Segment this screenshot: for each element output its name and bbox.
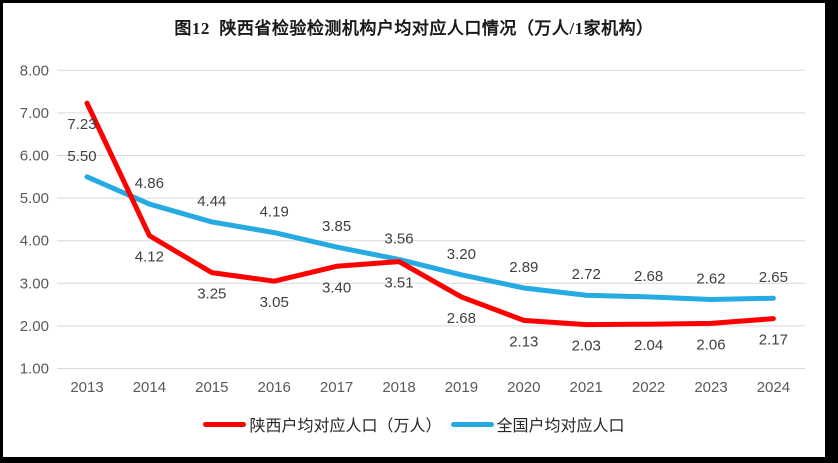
x-tick-label: 2018 [382, 379, 415, 396]
data-label: 3.25 [197, 286, 226, 303]
x-tick-label: 2016 [258, 379, 291, 396]
data-label: 2.68 [447, 310, 476, 327]
data-label: 3.05 [260, 294, 289, 311]
data-label: 2.62 [696, 270, 725, 287]
y-tick-label: 5.00 [20, 190, 49, 207]
x-tick-label: 2015 [195, 379, 228, 396]
x-tick-label: 2013 [70, 379, 103, 396]
data-label: 7.23 [67, 116, 96, 133]
data-label: 2.72 [572, 266, 601, 283]
data-label: 4.86 [135, 175, 164, 192]
y-tick-label: 7.00 [20, 105, 49, 122]
y-tick-label: 6.00 [20, 148, 49, 165]
y-tick-label: 3.00 [20, 275, 49, 292]
x-tick-label: 2021 [570, 379, 603, 396]
legend-item-national: 全国户均对应人口 [450, 412, 625, 436]
red-line-swatch [203, 421, 247, 427]
data-label: 5.50 [67, 148, 96, 165]
data-label: 3.85 [322, 218, 351, 235]
data-label: 3.20 [447, 246, 476, 263]
series-line [84, 100, 776, 328]
data-label: 2.04 [634, 337, 663, 354]
x-tick-label: 2017 [320, 379, 353, 396]
legend-label-national: 全国户均对应人口 [496, 418, 625, 435]
data-label: 2.06 [696, 336, 725, 353]
y-tick-label: 4.00 [20, 233, 49, 250]
y-tick-label: 8.00 [20, 62, 49, 79]
line-chart: 1.00 2.00 3.00 4.00 5.00 6.00 7.00 8.00 2013 2014… [20, 62, 805, 396]
x-tick-label: 2023 [694, 379, 727, 396]
legend-label-shaanxi: 陕西户均对应人口（万人） [249, 418, 442, 435]
x-tick-label: 2024 [757, 379, 790, 396]
x-tick-label: 2019 [445, 379, 478, 396]
data-label: 2.13 [509, 333, 538, 350]
chart-title: 图12 陕西省检验检测机构户均对应人口情况（万人/1家机构） [174, 19, 654, 38]
data-label: 2.68 [634, 268, 663, 285]
data-label: 2.89 [509, 259, 538, 276]
data-label: 4.19 [260, 204, 289, 221]
data-label: 3.56 [384, 230, 413, 247]
y-tick-label: 1.00 [20, 361, 49, 378]
data-label: 3.40 [322, 279, 351, 296]
x-tick-label: 2022 [632, 379, 665, 396]
data-label: 2.17 [759, 332, 788, 349]
x-tick-label: 2014 [133, 379, 166, 396]
x-tick-label: 2020 [507, 379, 540, 396]
chart-legend: 陕西户均对应人口（万人） 全国户均对应人口 [3, 412, 825, 436]
data-label: 4.12 [135, 249, 164, 266]
blue-line-swatch [450, 421, 494, 427]
series-line [84, 174, 776, 302]
data-label: 3.51 [384, 275, 413, 292]
y-tick-label: 2.00 [20, 318, 49, 335]
data-label: 2.03 [572, 338, 601, 355]
data-label: 2.65 [759, 269, 788, 286]
data-label: 4.44 [197, 193, 226, 210]
legend-item-shaanxi: 陕西户均对应人口（万人） [203, 412, 442, 436]
